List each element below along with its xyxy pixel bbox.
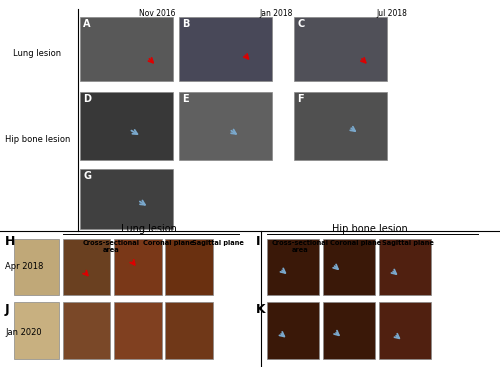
Bar [114, 239, 162, 295]
Bar [294, 17, 386, 81]
Text: I: I [256, 235, 260, 248]
Text: Hip bone lesion: Hip bone lesion [5, 135, 70, 144]
Text: B: B [182, 19, 190, 29]
Text: G: G [83, 171, 91, 181]
Bar [114, 302, 162, 359]
Text: Lung lesion: Lung lesion [14, 49, 62, 58]
Bar [179, 17, 272, 81]
Bar [322, 302, 375, 359]
Bar [266, 239, 319, 295]
Text: Cross-sectional
area: Cross-sectional area [272, 240, 328, 253]
Text: H: H [5, 235, 15, 248]
Text: Apr 2018: Apr 2018 [5, 262, 44, 270]
Bar [378, 302, 431, 359]
Bar [62, 302, 110, 359]
Text: Jan 2018: Jan 2018 [260, 9, 293, 18]
Bar [80, 17, 172, 81]
Text: J: J [5, 303, 10, 316]
Text: C: C [297, 19, 304, 29]
Text: Jan 2020: Jan 2020 [5, 328, 42, 337]
Bar [378, 239, 431, 295]
Text: Sagittal plane: Sagittal plane [192, 240, 244, 246]
Bar [62, 239, 110, 295]
Bar [80, 92, 172, 160]
Bar [14, 302, 59, 359]
Text: Lung lesion: Lung lesion [121, 224, 177, 234]
Bar [14, 239, 59, 295]
Text: Coronal plane: Coronal plane [330, 240, 382, 246]
Text: A: A [83, 19, 90, 29]
Text: Sagittal plane: Sagittal plane [382, 240, 434, 246]
Text: Cross-sectional
area: Cross-sectional area [82, 240, 140, 253]
Text: K: K [256, 303, 266, 316]
Bar [322, 239, 375, 295]
Bar [179, 92, 272, 160]
Text: Hip bone lesion: Hip bone lesion [332, 224, 408, 234]
Bar [80, 169, 172, 229]
Text: F: F [297, 94, 304, 104]
Text: Jul 2018: Jul 2018 [376, 9, 407, 18]
Bar [266, 302, 319, 359]
Text: E: E [182, 94, 188, 104]
Bar [294, 92, 386, 160]
Bar [165, 302, 212, 359]
Text: D: D [83, 94, 91, 104]
Bar [165, 239, 212, 295]
Text: Coronal plane: Coronal plane [143, 240, 194, 246]
Text: Nov 2016: Nov 2016 [139, 9, 176, 18]
